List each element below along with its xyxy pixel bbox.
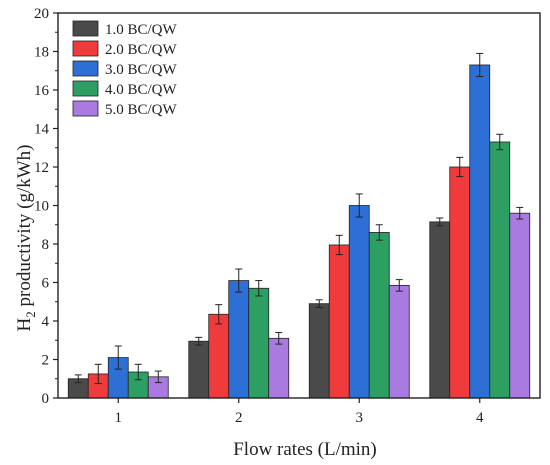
y-tick-label: 14 <box>34 122 50 138</box>
bar <box>308 303 330 399</box>
legend-label: 2.0 BC/QW <box>105 42 178 58</box>
bar <box>388 284 410 399</box>
bar <box>449 166 471 399</box>
y-axis-title-suffix: productivity (g/kWh) <box>14 145 35 312</box>
x-tick-label: 3 <box>356 410 364 426</box>
bar <box>328 244 350 399</box>
bar <box>429 221 451 399</box>
y-tick-label: 0 <box>42 391 50 407</box>
x-tick-label: 1 <box>115 410 123 426</box>
y-axis-title: H2 productivity (g/kWh) <box>14 145 38 332</box>
y-tick-label: 20 <box>34 6 49 22</box>
legend-swatch <box>72 100 99 117</box>
legend-label: 3.0 BC/QW <box>105 62 178 78</box>
y-axis-title-subscript: 2 <box>23 311 38 318</box>
legend-label: 1.0 BC/QW <box>105 22 178 38</box>
legend-label: 5.0 BC/QW <box>105 102 178 118</box>
bars-layer <box>67 64 531 399</box>
bar <box>348 205 370 399</box>
bar <box>368 232 390 399</box>
error-bars-layer <box>74 52 524 385</box>
x-tick-label: 2 <box>235 410 243 426</box>
legend: 1.0 BC/QW 2.0 BC/QW 3.0 BC/QW 4.0 BC/QW 5.0 … <box>72 20 178 118</box>
bar <box>188 340 210 399</box>
bar <box>489 141 511 399</box>
y-tick-label: 10 <box>34 199 49 215</box>
x-tick-label: 4 <box>476 410 484 426</box>
y-tick-label: 18 <box>34 45 49 61</box>
x-axis-title: Flow rates (L/min) <box>233 439 377 460</box>
y-tick-label: 12 <box>34 160 49 176</box>
bar <box>469 64 491 399</box>
y-tick-label: 6 <box>42 276 50 292</box>
legend-swatch <box>72 20 99 37</box>
legend-swatch <box>72 40 99 57</box>
legend-label: 4.0 BC/QW <box>105 82 178 98</box>
bar <box>268 337 290 399</box>
y-tick-label: 16 <box>34 83 50 99</box>
bar <box>228 280 250 399</box>
bar <box>208 313 230 399</box>
y-tick-label: 8 <box>42 237 50 253</box>
y-axis-title-prefix: H <box>14 317 35 331</box>
legend-swatch <box>72 80 99 97</box>
y-tick-label: 4 <box>42 314 50 330</box>
y-tick-label: 2 <box>42 353 50 369</box>
bar <box>248 287 270 399</box>
bar <box>509 212 531 399</box>
legend-swatch <box>72 60 99 77</box>
